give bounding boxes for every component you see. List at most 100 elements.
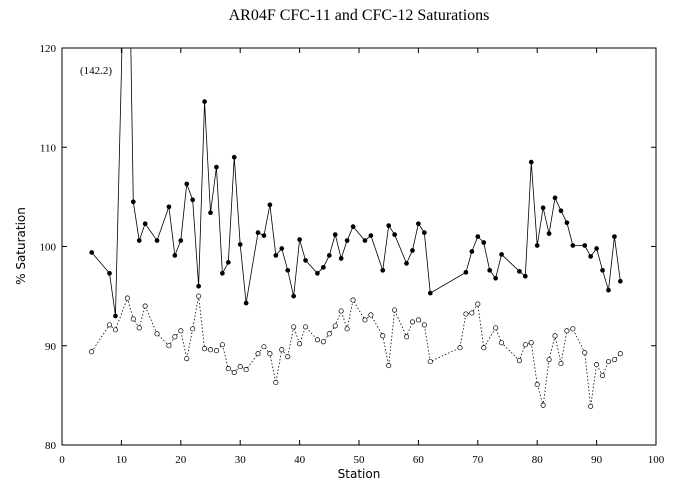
data-point	[279, 347, 285, 353]
data-point	[291, 324, 297, 330]
data-point	[196, 283, 201, 289]
series-line	[91, 296, 621, 407]
data-point	[612, 234, 617, 239]
data-point	[469, 310, 475, 316]
data-point	[89, 349, 95, 355]
data-point	[273, 379, 279, 386]
data-point	[516, 358, 522, 364]
y-tick-label: 80	[45, 440, 57, 452]
data-point	[332, 232, 338, 237]
data-point	[594, 362, 600, 368]
data-point	[202, 99, 207, 104]
x-tick-label: 60	[413, 454, 425, 466]
data-point	[404, 261, 409, 266]
data-point	[534, 381, 540, 388]
data-point	[392, 307, 398, 313]
data-point	[427, 290, 433, 296]
data-point	[421, 322, 427, 328]
data-point	[237, 242, 243, 247]
data-point	[415, 317, 421, 323]
data-point	[142, 303, 148, 309]
data-point	[130, 316, 136, 322]
data-point	[261, 233, 267, 238]
data-point	[273, 253, 279, 258]
data-point	[540, 205, 546, 211]
data-point	[113, 313, 118, 319]
data-point	[409, 319, 416, 325]
y-tick-label: 100	[40, 242, 57, 254]
data-point	[231, 369, 237, 376]
data-point	[618, 278, 623, 284]
data-point	[166, 204, 172, 210]
data-point	[362, 238, 368, 243]
data-point	[231, 154, 237, 160]
data-point	[493, 325, 499, 331]
x-tick-label: 80	[532, 454, 544, 466]
data-point	[142, 221, 148, 227]
data-point	[302, 324, 309, 330]
data-point	[386, 223, 392, 229]
data-point	[552, 195, 558, 201]
data-point	[594, 246, 599, 251]
data-point	[499, 252, 504, 257]
data-point	[225, 260, 231, 265]
data-point	[285, 267, 291, 273]
data-point	[427, 359, 433, 365]
data-point	[570, 243, 576, 248]
data-point	[588, 403, 594, 409]
x-tick-label: 40	[294, 454, 306, 466]
data-point	[326, 253, 332, 258]
data-point	[599, 372, 606, 379]
data-point	[178, 328, 184, 334]
data-point	[350, 224, 356, 229]
data-point	[214, 164, 219, 170]
data-point	[475, 234, 481, 239]
data-point	[517, 268, 522, 274]
y-tick-label: 120	[40, 43, 57, 55]
data-point	[166, 343, 172, 349]
plot-area	[89, 48, 623, 409]
y-tick-label: 110	[40, 142, 57, 154]
data-point	[611, 357, 617, 363]
data-point	[243, 300, 249, 306]
data-point	[522, 273, 528, 279]
data-point	[321, 264, 326, 270]
data-point	[261, 344, 267, 350]
data-point	[112, 327, 119, 333]
x-tick-label: 0	[59, 454, 65, 466]
x-tick-label: 100	[648, 454, 665, 466]
data-point	[196, 293, 202, 299]
data-point	[546, 357, 552, 363]
x-tick-label: 30	[235, 454, 247, 466]
data-point	[528, 340, 534, 346]
data-point	[207, 347, 214, 353]
data-point	[136, 325, 142, 331]
data-point	[172, 253, 178, 258]
data-point	[344, 238, 350, 243]
data-point	[154, 238, 160, 243]
data-point	[558, 208, 564, 214]
x-tick-label: 50	[354, 454, 366, 466]
data-point	[107, 270, 112, 276]
data-point	[326, 331, 332, 337]
y-axis-label: % Saturation	[14, 207, 28, 285]
data-point	[564, 328, 570, 334]
data-point	[606, 287, 611, 293]
x-tick-label: 90	[591, 454, 603, 466]
data-point	[285, 354, 291, 360]
data-point	[368, 233, 374, 238]
data-point	[243, 367, 249, 373]
data-point	[617, 351, 623, 357]
data-point	[475, 301, 481, 307]
data-point	[469, 249, 475, 254]
data-point	[124, 295, 130, 301]
data-point	[344, 326, 350, 332]
data-point	[582, 350, 588, 356]
data-point	[338, 256, 344, 261]
data-point	[297, 341, 303, 347]
data-point	[291, 293, 297, 299]
data-point	[410, 248, 415, 253]
data-point	[190, 326, 196, 332]
data-point	[546, 231, 552, 236]
